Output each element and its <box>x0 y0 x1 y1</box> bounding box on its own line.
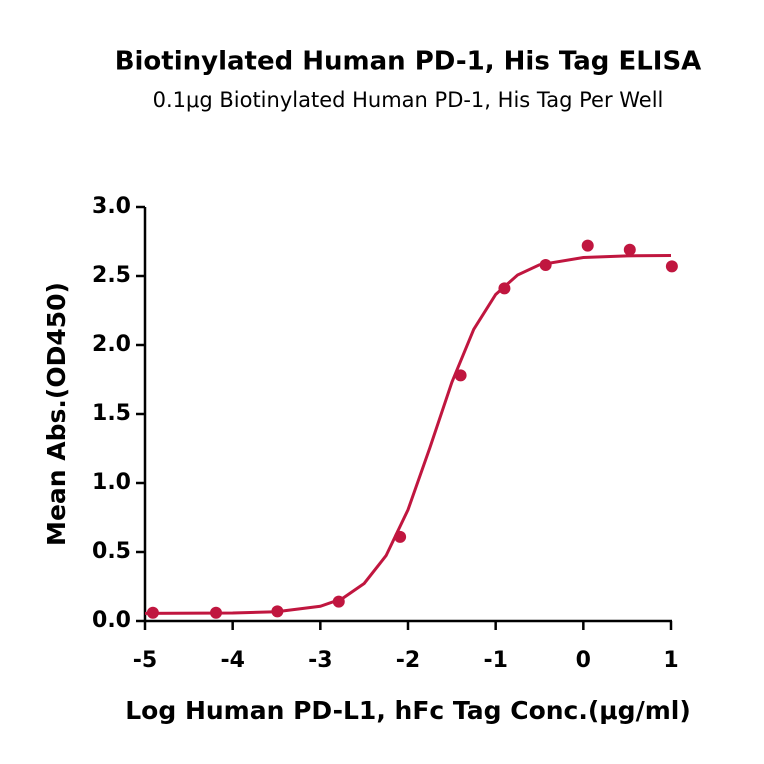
y-tick-label: 1.0 <box>92 470 131 495</box>
x-axis-label: Log Human PD-L1, hFc Tag Conc.(μg/ml) <box>125 696 691 725</box>
y-tick-label: 1.5 <box>92 401 131 426</box>
data-point <box>498 282 511 295</box>
y-tick-label: 2.5 <box>92 263 131 288</box>
y-tick-label: 3.0 <box>92 194 131 219</box>
y-tick-label: 0.5 <box>92 539 131 564</box>
data-point <box>581 239 594 252</box>
x-tick-label: 0 <box>576 648 591 673</box>
x-tick-label: -3 <box>308 648 332 673</box>
y-tick-label: 0.0 <box>92 608 131 633</box>
y-tick-label: 2.0 <box>92 332 131 357</box>
data-point <box>146 606 159 619</box>
x-tick-label: -5 <box>133 648 157 673</box>
fit-curve <box>144 253 672 615</box>
y-axis-label: Mean Abs.(OD450) <box>42 282 71 546</box>
x-tick-label: -4 <box>220 648 244 673</box>
x-tick-label: -1 <box>483 648 507 673</box>
data-point <box>454 369 467 382</box>
data-point <box>394 530 407 543</box>
chart-title: Biotinylated Human PD-1, His Tag ELISA <box>115 47 702 77</box>
data-point <box>210 606 223 619</box>
data-point <box>665 260 678 273</box>
data-point <box>332 595 345 608</box>
x-tick-label: 1 <box>663 648 678 673</box>
x-tick-label: -2 <box>396 648 420 673</box>
data-point <box>623 243 636 256</box>
chart-subtitle: 0.1μg Biotinylated Human PD-1, His Tag P… <box>153 88 664 112</box>
data-point <box>539 258 552 271</box>
data-point <box>271 605 284 618</box>
